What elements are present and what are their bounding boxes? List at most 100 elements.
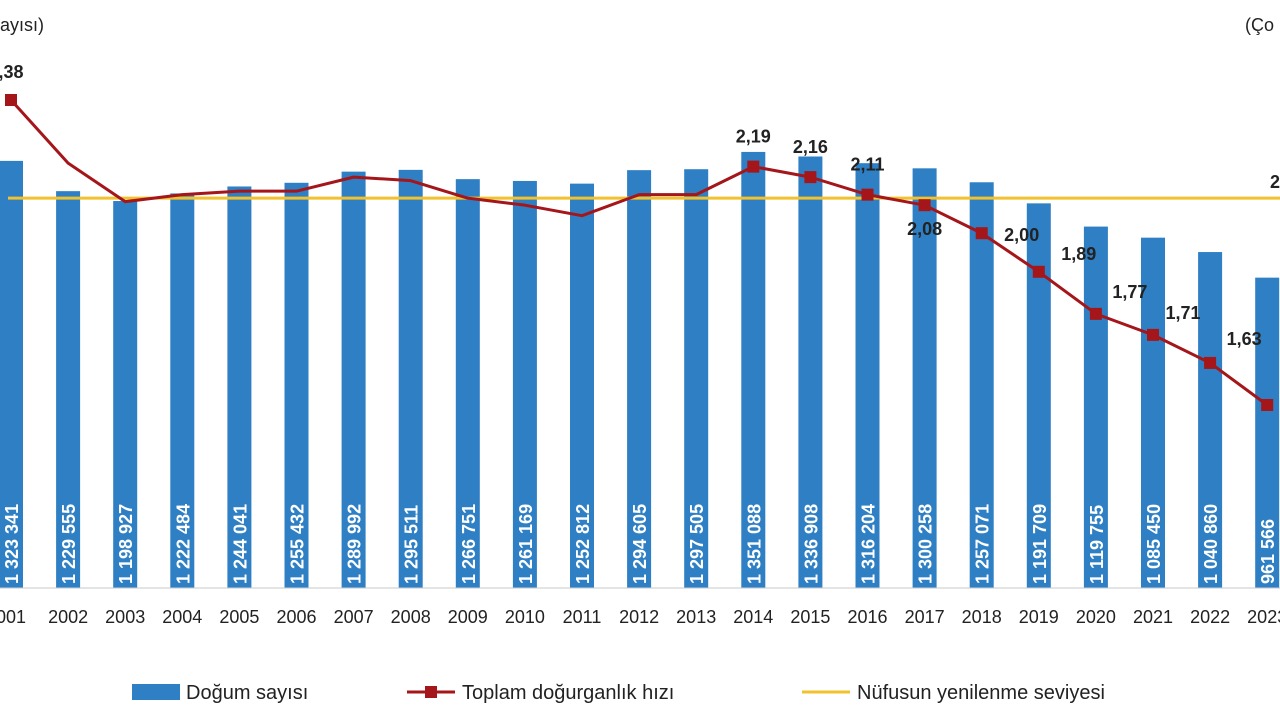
fertility-point-2020 (1089, 307, 1102, 320)
reference-line-layer: 2 (8, 172, 1280, 200)
legend-label-births: Doğum sayısı (186, 682, 308, 704)
x-tick-label: 2014 (733, 607, 773, 627)
fertility-point-2015 (804, 171, 817, 184)
bar-value-label: 961 566 (1258, 519, 1278, 584)
x-tick-label: 2007 (334, 607, 374, 627)
fertility-line (9, 98, 1269, 407)
x-tick-label: 2013 (676, 607, 716, 627)
x-tick-label: 2023 (1247, 607, 1280, 627)
fertility-point-2018 (975, 227, 988, 240)
fertility-value-label: 1,63 (1227, 329, 1262, 349)
fertility-line-layer (5, 94, 1274, 411)
bar-2022 (1198, 252, 1223, 588)
x-tick-label: 001 (0, 607, 26, 627)
bar-value-label: 1 229 555 (59, 504, 79, 584)
bar-value-label: 1 257 071 (973, 504, 993, 584)
x-tick-label: 2010 (505, 607, 545, 627)
bar-value-label: 1 244 041 (230, 504, 250, 584)
bar-value-label: 1 316 204 (859, 504, 879, 584)
bar-2020 (1083, 226, 1108, 588)
bar-value-label: 1 351 088 (744, 504, 764, 584)
bar-2004 (170, 193, 195, 589)
bar-001 (0, 160, 23, 588)
bars-layer (0, 151, 1280, 589)
bar-value-label: 1 040 860 (1201, 504, 1221, 584)
bar-value-label: 1 294 605 (630, 504, 650, 584)
legend-label-replacement: Nüfusun yenilenme seviyesi (857, 682, 1105, 704)
fertility-point-2014 (747, 160, 760, 173)
x-axis: 001 2002 2003 2004 2005 2006 2007 2008 2009 2010 2… (0, 587, 1280, 627)
bar-value-label: 1 198 927 (116, 504, 136, 584)
bar-2002 (56, 191, 81, 589)
x-tick-label: 2022 (1190, 607, 1230, 627)
fertility-value-label: 2,19 (736, 127, 771, 147)
bar-2012 (627, 170, 652, 588)
x-tick-label: 2012 (619, 607, 659, 627)
bar-2016 (855, 163, 880, 588)
x-tick-label: 2009 (448, 607, 488, 627)
x-tick-label: 2011 (563, 607, 602, 627)
fertility-point-2022 (1204, 356, 1217, 369)
fertility-point-2019 (1032, 265, 1045, 278)
bar-value-label: 1 266 751 (459, 504, 479, 584)
bar-2010 (512, 180, 537, 588)
bar-value-label: 1 336 908 (801, 504, 821, 584)
bar-value-label: 1 085 450 (1144, 504, 1164, 584)
bar-2021 (1141, 237, 1165, 588)
fertility-value-label: 2,11 (850, 155, 884, 175)
bar-value-label: 1 252 812 (573, 504, 593, 584)
x-tick-label: 2017 (905, 607, 945, 627)
bar-2018 (969, 182, 994, 588)
fertility-point-001 (5, 94, 17, 106)
legend-swatch-fertility-marker (425, 686, 437, 698)
fertility-value-label: 2,00 (1004, 225, 1039, 245)
x-tick-label: 2003 (105, 607, 145, 627)
legend: Doğum sayısı Toplam doğurganlık hızı Nüfus… (132, 682, 1105, 704)
bar-value-label: 1 255 432 (288, 504, 308, 584)
bar-value-label: 1 300 258 (916, 504, 936, 584)
bar-2015 (798, 156, 823, 589)
fertility-point-2017 (918, 199, 931, 212)
bar-2011 (570, 183, 594, 589)
bar-2003 (113, 201, 138, 588)
x-tick-label: 2016 (847, 607, 887, 627)
x-tick-label: 2019 (1019, 607, 1059, 627)
bar-2007 (341, 171, 366, 588)
right-axis-label: (Ço (1245, 15, 1274, 35)
x-tick-label: 2020 (1076, 607, 1116, 627)
labels-layer: 1 323 341 1 229 555 1 198 927 1 222 484 1 24… (0, 62, 1278, 584)
bar-2008 (398, 169, 423, 588)
bar-2006 (284, 182, 309, 588)
legend-swatch-births (132, 684, 180, 700)
bar-2017 (912, 168, 937, 589)
bar-value-label: 1 295 511 (402, 505, 422, 584)
x-tick-label: 2021 (1133, 607, 1173, 627)
reference-line-label: 2 (1270, 172, 1280, 192)
x-tick-label: 2006 (276, 607, 316, 627)
fertility-value-label: 2,16 (793, 137, 828, 157)
x-tick-label: 2004 (162, 607, 202, 627)
x-tick-label: 2018 (962, 607, 1002, 627)
left-axis-label: ayısı) (0, 15, 44, 35)
bar-value-label: 1 323 341 (2, 504, 22, 584)
bar-value-label: 1 191 709 (1030, 504, 1050, 584)
x-tick-label: 2005 (219, 607, 259, 627)
fertility-point-2023 (1261, 399, 1274, 411)
fertility-point-2016 (861, 188, 874, 201)
fertility-value-label: ,38 (0, 62, 24, 82)
x-tick-label: 2015 (790, 607, 830, 627)
bar-2013 (684, 169, 709, 589)
bar-value-label: 1 261 169 (516, 504, 536, 584)
x-tick-label: 2008 (391, 607, 431, 627)
fertility-point-2021 (1147, 328, 1159, 341)
bar-value-label: 1 119 755 (1087, 505, 1107, 584)
fertility-value-label: 1,77 (1112, 282, 1147, 302)
fertility-value-label: 1,71 (1165, 303, 1200, 323)
bar-2009 (455, 179, 480, 588)
fertility-value-label: 2,08 (907, 219, 942, 239)
x-tick-label: 2002 (48, 607, 88, 627)
bar-2023 (1255, 277, 1280, 588)
bar-value-label: 1 222 484 (173, 504, 193, 584)
